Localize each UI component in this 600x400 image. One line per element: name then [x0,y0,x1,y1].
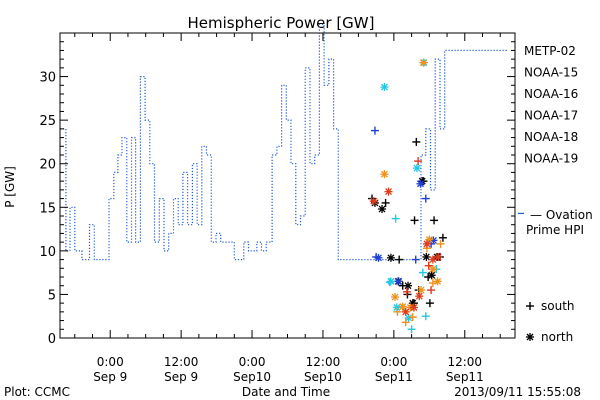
noaa-15-south-point [421,194,430,203]
y-tick-label: 15 [39,201,56,216]
y-tick-label: 30 [39,71,56,86]
legend-entry-noaa-15: NOAA-15 [524,66,578,80]
noaa-19-south-point [424,261,433,270]
plot-frame [59,32,516,339]
noaa-16-north-point [386,277,395,286]
x-tick-time-label: 0:00 [239,355,266,369]
noaa-19-north-point [401,307,410,316]
metp-02-south-point [425,299,434,308]
noaa-16-south-point [421,312,430,321]
noaa-18-north-point [419,58,428,67]
metp-02-south-point [395,255,404,264]
noaa-18-south-point [401,318,410,327]
chart-title: Hemispheric Power [GW] [188,14,375,32]
noaa-19-north-point [369,197,378,206]
x-tick-time-label: 12:00 [447,355,482,369]
legend-north-label: north [541,330,573,344]
noaa-19-north-point [415,292,424,301]
noaa-18-north-point [417,286,426,295]
noaa-15-south-point [411,255,420,264]
noaa-16-north-point [412,164,421,173]
noaa-16-south-point [418,268,427,277]
x-axis-label: Date and Time [242,385,330,399]
noaa-19-north-point [409,303,418,312]
noaa-16-north-point [392,303,401,312]
x-tick-date-label: Sep11 [446,370,484,384]
legend-ovation-line1: — Ovation [530,208,593,222]
metp-02-north-point [422,252,431,261]
metp-02-south-point [430,216,439,225]
legend-entry-metp-02: METP-02 [524,44,576,58]
noaa-15-north-point [416,179,425,188]
x-tick-date-label: Sep10 [233,370,271,384]
noaa-19-south-point [402,287,411,296]
legend-north-symbol [526,333,534,341]
x-tick-time-label: 0:00 [380,355,407,369]
legend-ovation-line2: Prime HPI [526,223,584,237]
legend-entry-noaa-17: NOAA-17 [524,109,578,123]
noaa-18-south-point [408,313,417,322]
noaa-18-south-point [393,307,402,316]
noaa-16-south-point [391,214,400,223]
legend-entry-noaa-19: NOAA-19 [524,152,578,166]
noaa-15-north-point [374,253,383,262]
x-tick-time-label: 0:00 [97,355,124,369]
x-tick-time-label: 12:00 [164,355,199,369]
noaa-18-north-point [380,170,389,179]
noaa-19-north-point [434,252,443,261]
ovation-hpi-line [60,23,508,261]
noaa-15-north-point [394,277,402,286]
noaa-19-south-point [427,286,436,295]
x-tick-date-label: Sep 9 [164,370,198,384]
legend-south-symbol [526,302,534,310]
metp-02-north-point [404,281,413,290]
plot-timestamp: 2013/09/11 15:55:08 [454,385,581,399]
x-tick-date-label: Sep11 [375,370,413,384]
noaa-18-south-point [436,239,445,248]
metp-02-north-point [378,205,387,214]
legend-south-label: south [541,299,575,313]
y-tick-label: 10 [39,245,56,260]
y-tick-label: 20 [39,158,56,173]
noaa-19-north-point [384,187,393,196]
metp-02-north-point [386,253,395,262]
metp-02-south-point [381,198,390,207]
noaa-18-north-point [428,265,437,274]
metp-02-south-point [412,137,421,146]
noaa-19-north-point [422,239,431,248]
y-tick-label: 25 [39,114,56,129]
noaa-19-south-point [414,157,423,166]
y-axis-label: P [GW] [3,166,17,208]
noaa-16-south-point [407,325,416,334]
metp-02-north-point [427,271,436,280]
noaa-16-north-point [404,313,413,322]
plot-credit: Plot: CCMC [4,385,70,399]
y-tick-label: 0 [48,332,56,347]
noaa-16-north-point [380,83,389,92]
metp-02-south-point [410,216,419,225]
noaa-15-south-point [370,126,379,135]
y-tick-label: 5 [48,288,56,303]
legend-entry-noaa-18: NOAA-18 [524,130,578,144]
x-tick-date-label: Sep 9 [93,370,127,384]
x-tick-time-label: 12:00 [306,355,341,369]
noaa-18-north-point [391,293,400,302]
x-tick-date-label: Sep10 [304,370,342,384]
noaa-18-north-point [433,277,442,286]
legend-entry-noaa-16: NOAA-16 [524,87,578,101]
metp-02-south-point [438,233,447,242]
